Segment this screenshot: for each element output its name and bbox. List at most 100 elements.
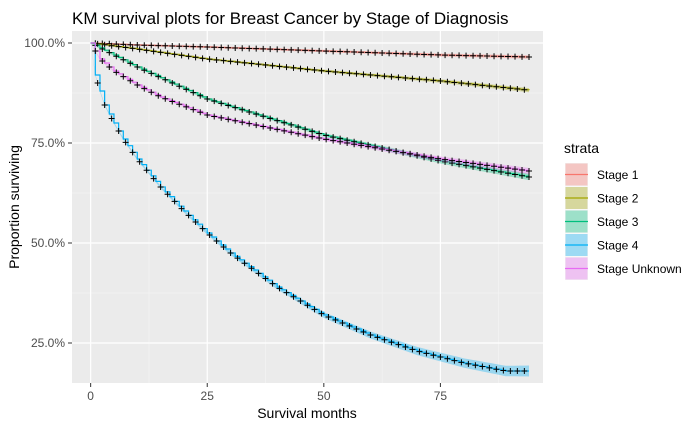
censor-mark	[519, 172, 526, 179]
censor-mark	[148, 89, 155, 96]
censor-mark	[183, 43, 190, 50]
censor-mark	[211, 44, 218, 51]
censor-mark	[206, 232, 213, 238]
censor-mark	[388, 73, 395, 80]
censor-mark	[297, 298, 304, 304]
censor-mark	[493, 366, 500, 373]
censor-mark	[288, 46, 295, 53]
censor-mark	[311, 67, 318, 74]
censor-mark	[199, 225, 206, 232]
censor-mark	[479, 82, 486, 89]
series-stage-4	[90, 42, 530, 377]
censor-mark	[260, 45, 267, 52]
censor-mark	[288, 121, 295, 128]
censor-mark	[472, 81, 479, 88]
censor-mark	[519, 53, 526, 60]
censor-mark	[227, 250, 234, 256]
censor-mark	[148, 42, 155, 49]
censor-mark	[185, 53, 192, 60]
censor-mark	[260, 123, 267, 130]
censor-mark	[456, 158, 463, 165]
censor-mark	[281, 127, 288, 134]
censor-mark	[213, 56, 220, 63]
censor-mark	[134, 42, 141, 48]
censor-mark	[232, 104, 239, 111]
y-axis-label: Proportion surviving	[6, 145, 22, 269]
censor-mark	[225, 44, 232, 51]
censor-mark	[449, 157, 456, 164]
censor-mark	[241, 59, 248, 66]
censor-mark	[472, 362, 479, 369]
censor-mark	[479, 363, 486, 370]
censor-mark	[185, 212, 192, 219]
legend-key-stage-unknown	[565, 257, 588, 280]
censor-mark	[367, 332, 374, 338]
censor-mark	[281, 46, 288, 53]
legend-key-stage-3	[565, 210, 588, 233]
censor-mark	[246, 108, 253, 115]
censor-mark	[318, 310, 325, 317]
censor-mark	[106, 64, 113, 70]
censor-mark	[351, 141, 358, 148]
censor-mark	[463, 159, 470, 166]
censor-mark	[136, 158, 143, 165]
censor-mark	[337, 138, 344, 145]
censor-mark	[295, 47, 302, 54]
censor-marks	[92, 48, 533, 174]
censor-mark	[346, 70, 353, 77]
censor-mark	[136, 46, 143, 53]
censor-mark	[507, 85, 514, 92]
censor-mark	[407, 150, 414, 157]
censor-mark	[353, 70, 360, 77]
censor-mark	[526, 54, 533, 60]
censor-mark	[507, 368, 514, 374]
legend: strata Stage 1 Stage 2 Stage 3 Stage 4 Stage…	[564, 140, 682, 280]
censor-marks	[94, 40, 528, 93]
censor-mark	[101, 41, 108, 48]
censor-mark	[204, 96, 211, 102]
censor-mark	[134, 82, 141, 88]
censor-mark	[267, 46, 274, 53]
y-tick-label: 75.0%	[31, 136, 65, 150]
censor-mark	[150, 175, 157, 182]
censor-mark	[456, 52, 463, 59]
y-tick-label: 100.0%	[24, 36, 65, 50]
censor-mark	[204, 112, 211, 118]
censor-mark	[106, 49, 113, 56]
censor-mark	[255, 61, 262, 68]
censor-mark	[239, 106, 246, 113]
censor-mark	[127, 60, 134, 67]
censor-mark	[339, 69, 346, 76]
series-stage-2	[90, 40, 530, 93]
legend-label: Stage Unknown	[597, 262, 682, 276]
censor-mark	[325, 314, 332, 320]
censor-mark	[169, 80, 176, 86]
censor-mark	[521, 86, 528, 93]
censor-mark	[183, 86, 190, 93]
censor-mark	[498, 164, 505, 171]
censor-mark	[113, 53, 120, 60]
censor-mark	[505, 165, 512, 172]
censor-mark	[512, 53, 519, 60]
censor-mark	[218, 44, 225, 51]
censor-mark	[435, 51, 442, 58]
censor-mark	[414, 51, 421, 58]
censor-mark	[281, 119, 288, 126]
censor-mark	[290, 293, 297, 300]
censor-mark	[162, 76, 169, 83]
censor-mark	[353, 326, 360, 332]
censor-mark	[330, 48, 337, 55]
censor-mark	[416, 348, 423, 355]
censor-mark	[402, 75, 409, 81]
censor-mark	[309, 47, 316, 54]
censor-mark	[344, 140, 351, 146]
censor-mark	[358, 142, 365, 149]
censor-mark	[255, 270, 262, 277]
censor-mark	[274, 46, 281, 53]
censor-mark	[246, 120, 253, 127]
censor-mark	[113, 69, 120, 76]
censor-mark	[374, 334, 381, 341]
censor-mark	[227, 58, 234, 65]
censor-mark	[393, 50, 400, 57]
